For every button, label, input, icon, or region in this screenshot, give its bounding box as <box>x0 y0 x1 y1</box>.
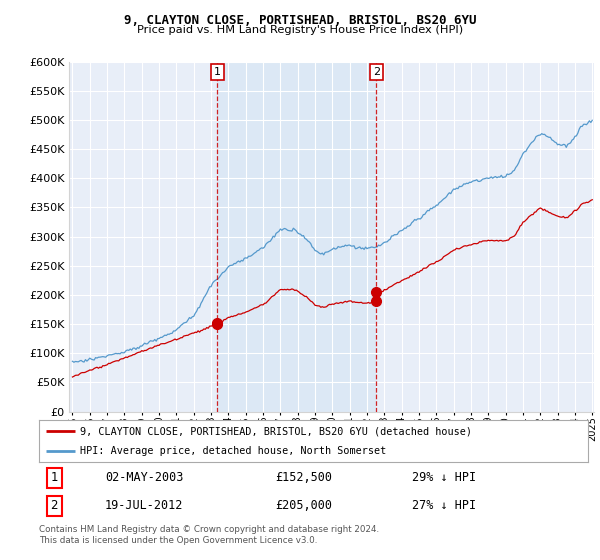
Text: Price paid vs. HM Land Registry's House Price Index (HPI): Price paid vs. HM Land Registry's House … <box>137 25 463 35</box>
Text: HPI: Average price, detached house, North Somerset: HPI: Average price, detached house, Nort… <box>80 446 386 456</box>
Text: 02-MAY-2003: 02-MAY-2003 <box>105 472 183 484</box>
Text: 1: 1 <box>50 472 58 484</box>
Text: 9, CLAYTON CLOSE, PORTISHEAD, BRISTOL, BS20 6YU (detached house): 9, CLAYTON CLOSE, PORTISHEAD, BRISTOL, B… <box>80 426 472 436</box>
Text: 1: 1 <box>214 67 221 77</box>
Text: 2: 2 <box>50 500 58 512</box>
Text: £152,500: £152,500 <box>275 472 332 484</box>
Text: 29% ↓ HPI: 29% ↓ HPI <box>412 472 476 484</box>
Text: Contains HM Land Registry data © Crown copyright and database right 2024.
This d: Contains HM Land Registry data © Crown c… <box>39 525 379 545</box>
Text: 19-JUL-2012: 19-JUL-2012 <box>105 500 183 512</box>
Text: £205,000: £205,000 <box>275 500 332 512</box>
Text: 9, CLAYTON CLOSE, PORTISHEAD, BRISTOL, BS20 6YU: 9, CLAYTON CLOSE, PORTISHEAD, BRISTOL, B… <box>124 14 476 27</box>
Text: 2: 2 <box>373 67 380 77</box>
Text: 27% ↓ HPI: 27% ↓ HPI <box>412 500 476 512</box>
Bar <box>217 62 376 412</box>
